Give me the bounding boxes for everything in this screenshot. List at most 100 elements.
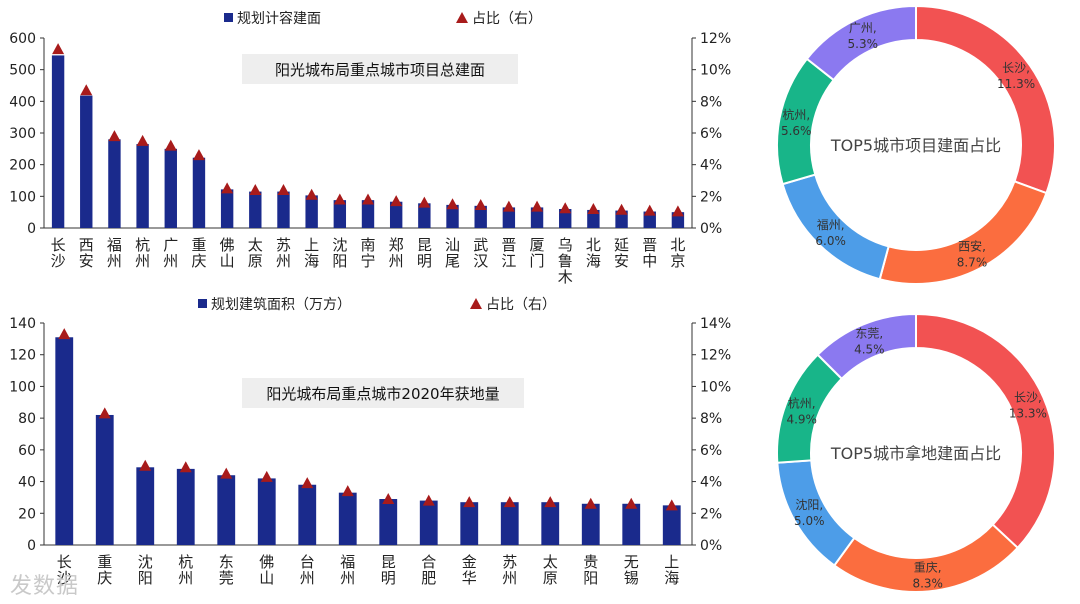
x-tick-label: 沈 xyxy=(332,236,347,254)
x-tick-label: 州 xyxy=(300,569,315,587)
share-marker xyxy=(305,188,318,200)
x-tick-label: 阳 xyxy=(138,569,153,587)
share-marker xyxy=(341,485,354,497)
x-tick-label: 福 xyxy=(107,236,122,254)
x-tick-label: 武 xyxy=(473,236,488,254)
bar xyxy=(587,209,600,228)
share-marker xyxy=(221,182,234,194)
y-tick-label: 0 xyxy=(27,221,36,237)
x-tick-label: 州 xyxy=(276,252,291,270)
share-marker xyxy=(249,184,262,195)
x-tick-label: 乌 xyxy=(558,236,573,254)
watermark: 发数据 xyxy=(10,574,80,599)
share-marker xyxy=(277,184,290,195)
x-tick-label: 重 xyxy=(97,553,112,571)
share-marker xyxy=(333,193,346,205)
y2-tick-label: 6% xyxy=(700,126,722,142)
x-tick-label: 京 xyxy=(670,252,685,270)
share-marker xyxy=(179,461,192,473)
share-marker xyxy=(220,467,233,479)
share-marker xyxy=(108,130,121,142)
bar xyxy=(361,200,375,228)
x-tick-label: 州 xyxy=(340,569,355,587)
bar xyxy=(581,503,600,545)
chart-title-box xyxy=(242,378,524,408)
slice-label: 沈阳, xyxy=(795,497,823,512)
share-marker xyxy=(139,459,152,471)
y-tick-label: 0 xyxy=(27,538,36,554)
share-marker xyxy=(671,205,684,217)
x-tick-label: 中 xyxy=(642,252,657,270)
bar xyxy=(530,207,544,228)
y2-tick-label: 2% xyxy=(700,189,722,205)
x-tick-label: 上 xyxy=(304,236,319,254)
x-tick-label: 台 xyxy=(300,553,315,571)
bar xyxy=(500,502,519,545)
slice-value: 5.0% xyxy=(794,514,825,528)
x-tick-label: 安 xyxy=(614,252,629,270)
y2-tick-label: 10% xyxy=(700,63,731,79)
y-tick-label: 100 xyxy=(9,379,36,395)
x-tick-label: 山 xyxy=(220,252,235,270)
y-tick-label: 20 xyxy=(18,506,36,522)
bar xyxy=(220,189,234,228)
x-tick-label: 山 xyxy=(259,569,274,587)
y2-tick-label: 0% xyxy=(700,538,722,554)
x-tick-label: 莞 xyxy=(219,569,234,587)
x-tick-label: 华 xyxy=(462,569,477,587)
share-marker xyxy=(80,84,93,96)
x-tick-label: 州 xyxy=(107,252,122,270)
share-marker xyxy=(301,477,314,489)
legend-marker-label: 占比（右） xyxy=(472,11,542,27)
x-tick-label: 福 xyxy=(340,553,355,571)
bar xyxy=(192,157,206,228)
legend-marker-swatch xyxy=(456,12,468,23)
y-tick-label: 400 xyxy=(9,94,36,110)
y2-tick-label: 6% xyxy=(700,443,722,459)
donut-slice xyxy=(915,4,1056,195)
x-tick-label: 阳 xyxy=(583,569,598,587)
x-tick-label: 昆 xyxy=(417,236,432,254)
bar xyxy=(379,499,398,545)
share-marker xyxy=(98,407,111,419)
bar xyxy=(338,492,357,545)
bar xyxy=(418,203,431,228)
share-marker xyxy=(52,43,65,55)
x-tick-label: 无 xyxy=(624,553,639,571)
y-tick-label: 100 xyxy=(9,189,36,205)
x-tick-label: 海 xyxy=(586,252,601,270)
bar xyxy=(389,201,403,228)
slice-value: 4.9% xyxy=(786,412,817,426)
share-marker xyxy=(615,203,628,215)
x-tick-label: 州 xyxy=(502,569,517,587)
y2-tick-label: 12% xyxy=(700,31,731,47)
share-marker xyxy=(625,497,638,509)
bar xyxy=(615,210,628,228)
legend-bar-label: 规划计容建面 xyxy=(237,10,321,27)
x-tick-label: 昆 xyxy=(381,553,396,571)
y2-tick-label: 0% xyxy=(700,221,722,237)
share-marker xyxy=(136,134,149,146)
x-tick-label: 汕 xyxy=(445,236,460,254)
y2-tick-label: 12% xyxy=(700,348,731,364)
x-tick-label: 阳 xyxy=(332,252,347,270)
slice-value: 11.3% xyxy=(997,77,1035,91)
legend-bar-label: 规划建筑面积（万方） xyxy=(211,297,351,313)
y2-tick-label: 8% xyxy=(700,94,722,110)
x-tick-label: 肥 xyxy=(421,569,436,587)
x-tick-label: 太 xyxy=(543,553,558,571)
share-marker xyxy=(559,202,572,214)
donut-center-title: TOP5城市拿地建面占比 xyxy=(830,444,1001,463)
y-tick-label: 140 xyxy=(9,316,36,332)
share-marker xyxy=(584,497,597,509)
x-tick-label: 庆 xyxy=(97,569,112,587)
slice-label: 东莞, xyxy=(855,326,883,340)
x-tick-label: 汉 xyxy=(473,252,488,270)
share-marker xyxy=(418,196,431,208)
x-tick-label: 上 xyxy=(664,553,679,571)
x-tick-label: 原 xyxy=(248,252,263,270)
x-tick-label: 安 xyxy=(79,252,94,270)
x-tick-label: 佛 xyxy=(259,553,274,571)
x-tick-label: 庆 xyxy=(191,252,206,270)
